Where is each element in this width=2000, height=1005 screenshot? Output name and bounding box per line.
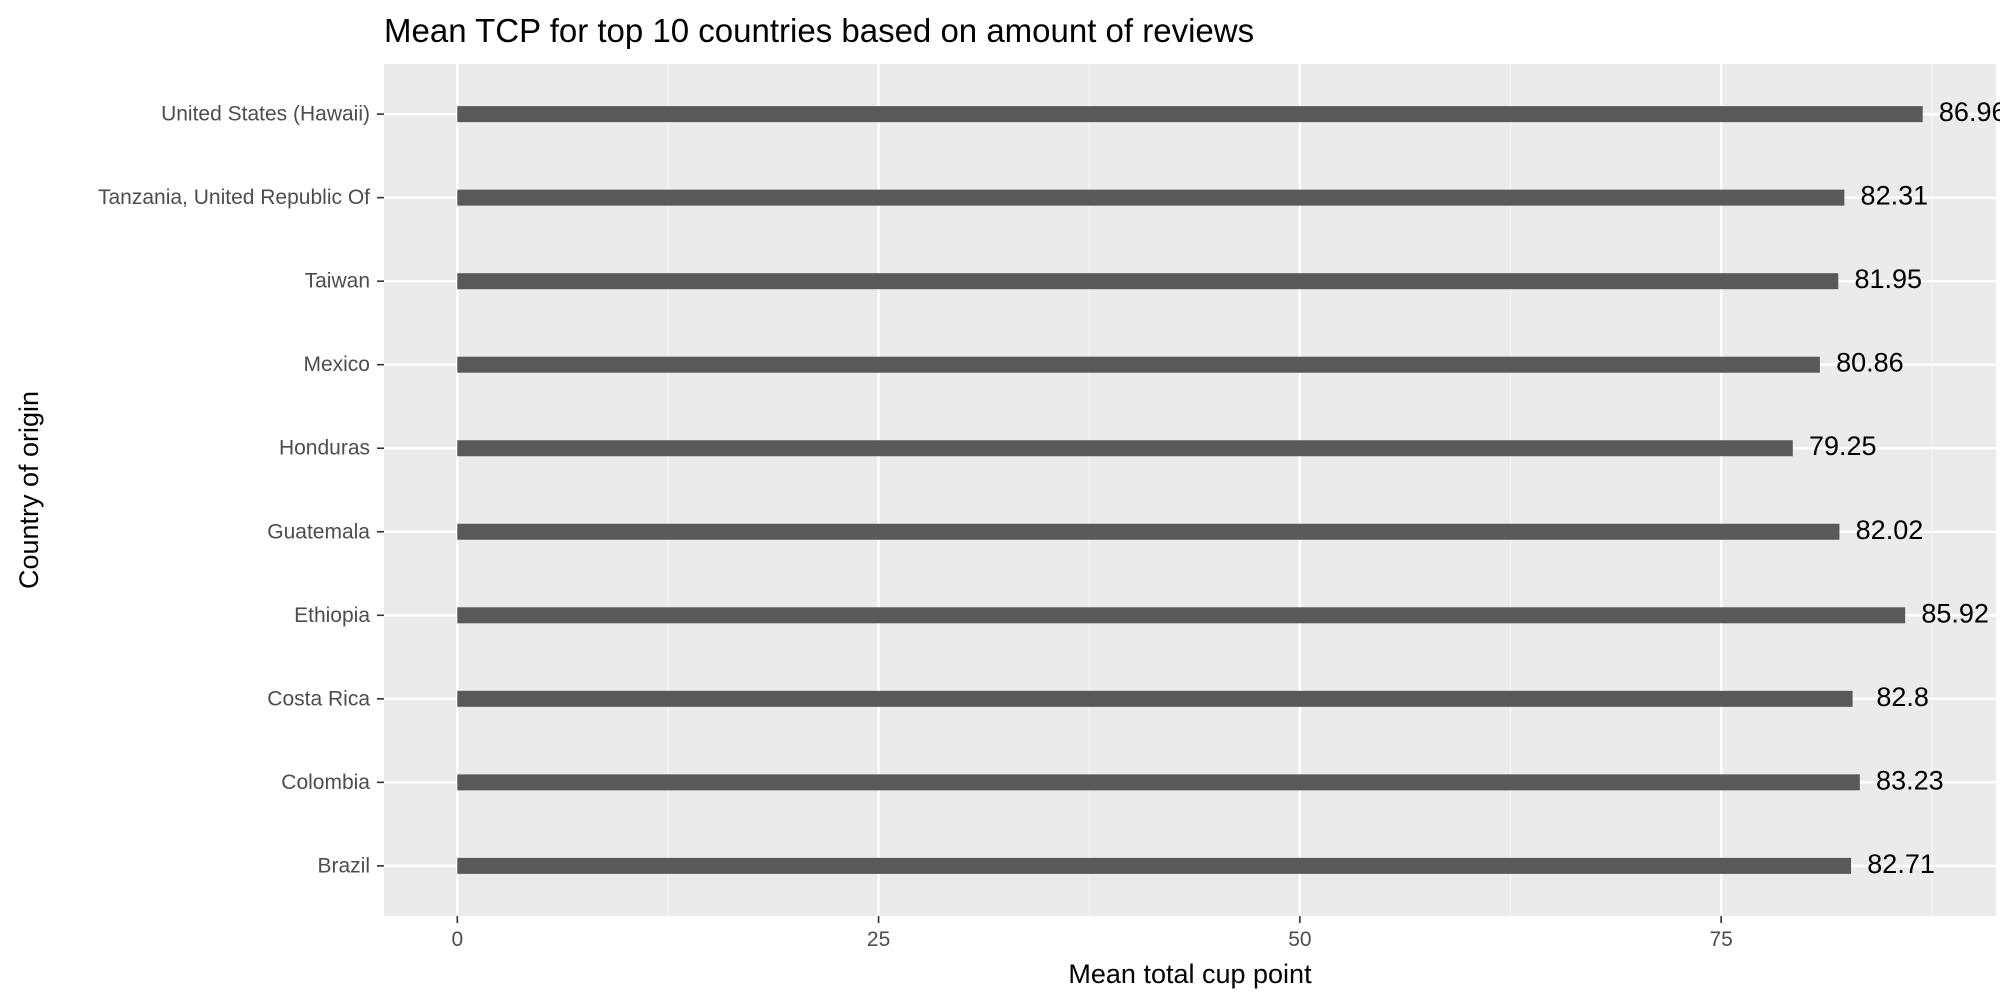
y-tick-label: Colombia: [281, 771, 370, 794]
y-tick-label: Costa Rica: [267, 687, 370, 710]
bar: [457, 607, 1905, 623]
bar: [457, 524, 1839, 540]
bar-value-label: 82.31: [1861, 181, 1929, 211]
bar-value-label: 79.25: [1809, 431, 1877, 461]
bar-value-label: 82.02: [1856, 515, 1924, 545]
bar: [457, 440, 1792, 456]
y-tick-label: Taiwan: [305, 270, 370, 293]
bar-value-label: 82.71: [1867, 849, 1935, 879]
bar: [457, 190, 1844, 206]
x-tick-label: 0: [451, 928, 463, 951]
y-tick-label: Tanzania, United Republic Of: [98, 186, 370, 209]
y-tick-label: Guatemala: [267, 520, 370, 543]
x-tick-label: 25: [867, 928, 890, 951]
bar-value-label: 83.23: [1876, 765, 1944, 795]
bar-value-label: 85.92: [1921, 598, 1989, 628]
x-tick-label: 75: [1709, 928, 1732, 951]
y-tick-label: Mexico: [303, 353, 370, 376]
x-axis-title: Mean total cup point: [1068, 959, 1312, 989]
y-tick-label: Ethiopia: [294, 604, 370, 627]
bar: [457, 106, 1922, 122]
bar: [457, 774, 1860, 790]
y-axis: Brazil Colombia Costa Rica Ethiopia Guatemal…: [98, 103, 384, 878]
chart-title: Mean TCP for top 10 countries based on a…: [384, 12, 1254, 49]
y-tick-label: United States (Hawaii): [161, 103, 370, 126]
y-tick-label: Brazil: [317, 854, 370, 877]
x-axis: 0 25 50 75: [451, 916, 1732, 951]
bar-value-label: 86.96: [1939, 97, 2000, 127]
y-axis-title: Country of origin: [14, 391, 44, 589]
bar: [457, 357, 1820, 373]
bar: [457, 273, 1838, 289]
bar: [457, 858, 1851, 874]
bar-value-label: 81.95: [1854, 264, 1922, 294]
x-tick-label: 50: [1288, 928, 1311, 951]
bar: [457, 691, 1852, 707]
bar-value-label: 80.86: [1836, 348, 1904, 378]
bar-value-label: 82.8: [1876, 682, 1929, 712]
y-tick-label: Honduras: [279, 437, 370, 460]
